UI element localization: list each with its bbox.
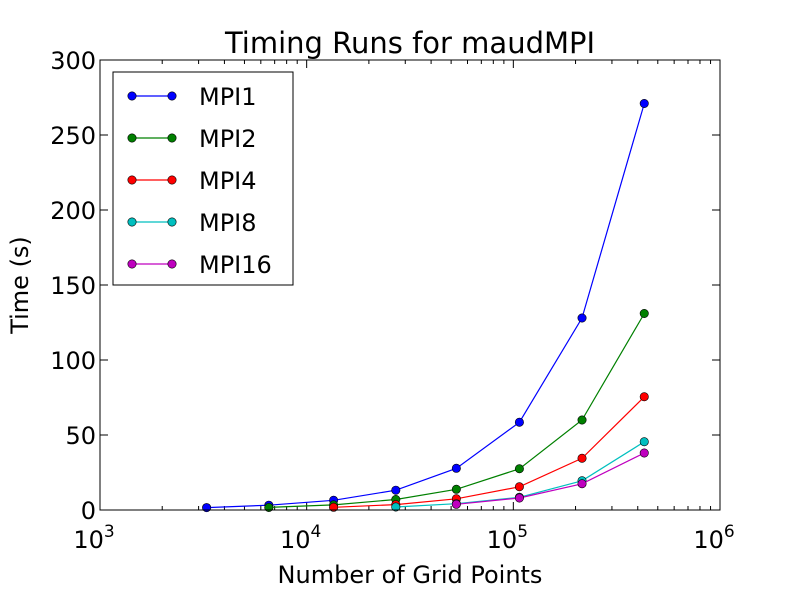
data-point (451, 484, 461, 494)
y-tick-label: 250 (50, 122, 96, 150)
data-point (391, 485, 401, 495)
legend-label: MPI2 (199, 125, 257, 153)
legend-box (112, 71, 294, 286)
y-axis-label: Time (s) (6, 236, 34, 335)
legend-marker (127, 259, 137, 269)
data-point (639, 99, 649, 109)
series-mpi16 (451, 448, 649, 509)
legend-label: MPI16 (199, 251, 272, 279)
legend-label: MPI8 (199, 209, 257, 237)
y-tick-label: 300 (50, 47, 96, 75)
legend-entry: MPI4 (127, 167, 257, 195)
series-line (456, 452, 645, 505)
legend-marker (167, 175, 177, 185)
chart-title: Timing Runs for maudMPI (224, 26, 595, 60)
data-point (639, 308, 649, 318)
y-tick-label: 50 (65, 422, 96, 450)
data-point (514, 464, 524, 474)
y-axis-ticks: 0 50 100 150 200 250 300 (50, 47, 720, 525)
data-point (639, 437, 649, 447)
series-mpi4 (329, 392, 649, 512)
legend-entry: MPI8 (127, 209, 257, 237)
legend-label: MPI4 (199, 167, 257, 195)
data-point (514, 493, 524, 503)
data-point (577, 479, 587, 489)
x-tick-label: 106 (693, 522, 734, 554)
x-tick-label: 103 (73, 522, 114, 554)
legend-marker (127, 217, 137, 227)
x-axis-label: Number of Grid Points (278, 561, 543, 589)
series-line (268, 313, 645, 508)
legend-marker (167, 259, 177, 269)
legend-entry: MPI2 (127, 125, 257, 153)
legend-label: MPI1 (199, 83, 257, 111)
data-point (577, 313, 587, 323)
series-line (206, 103, 645, 509)
y-tick-label: 150 (50, 272, 96, 300)
legend-marker (127, 175, 137, 185)
data-point (451, 499, 461, 509)
x-tick-label: 104 (280, 522, 321, 554)
legend-marker (127, 133, 137, 143)
data-point (639, 392, 649, 402)
legend-marker (127, 91, 137, 101)
y-tick-label: 200 (50, 197, 96, 225)
series-line (333, 396, 645, 508)
data-point (391, 502, 401, 512)
data-point (329, 502, 339, 512)
data-point (639, 448, 649, 458)
data-point (577, 453, 587, 463)
data-point (451, 463, 461, 473)
data-point (514, 417, 524, 427)
series-layer (202, 99, 649, 513)
legend-marker (167, 91, 177, 101)
data-point (514, 482, 524, 492)
y-tick-label: 100 (50, 347, 96, 375)
data-point (202, 503, 212, 513)
series-mpi2 (264, 308, 649, 512)
x-axis-ticks: 103 104 105 106 (73, 60, 735, 554)
y-tick-label: 0 (81, 497, 96, 525)
legend-marker (167, 133, 177, 143)
series-mpi1 (202, 99, 649, 513)
legend-marker (167, 217, 177, 227)
x-tick-label: 105 (487, 522, 528, 554)
legend-entry: MPI16 (127, 251, 272, 279)
legend: MPI1 MPI2 MPI4 MPI8 MPI16 (112, 71, 294, 286)
plot-frame (99, 59, 721, 511)
data-point (577, 415, 587, 425)
legend-entry: MPI1 (127, 83, 257, 111)
